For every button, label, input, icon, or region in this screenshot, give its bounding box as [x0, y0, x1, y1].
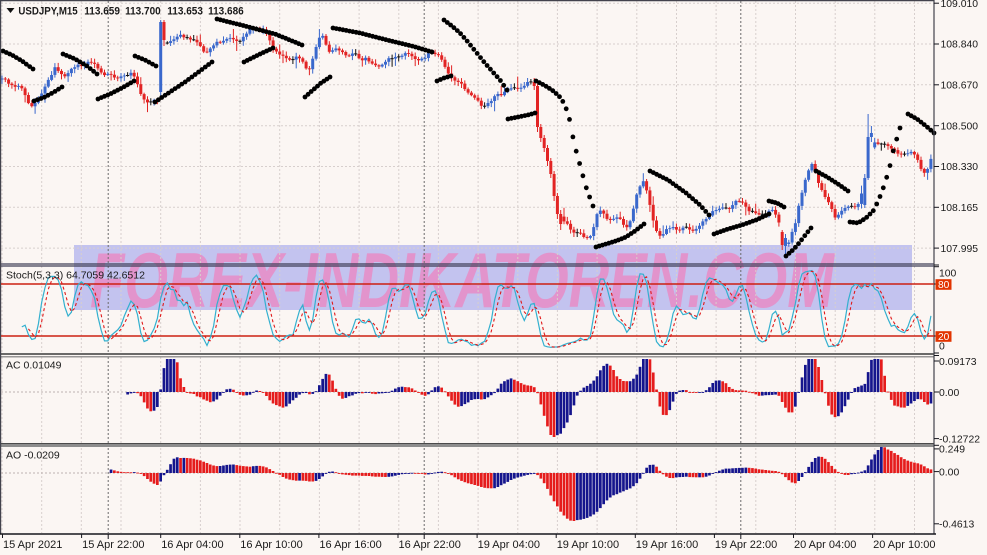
svg-text:19 Apr 22:00: 19 Apr 22:00 — [715, 539, 777, 551]
svg-text:20 Apr 04:00: 20 Apr 04:00 — [794, 539, 856, 551]
svg-text:113.686: 113.686 — [208, 6, 244, 18]
svg-text:20 Apr 10:00: 20 Apr 10:00 — [873, 539, 935, 551]
svg-text:0.00: 0.00 — [939, 467, 959, 478]
svg-text:19 Apr 10:00: 19 Apr 10:00 — [557, 539, 619, 551]
svg-text:FOREX-INDIKATOREN.COM: FOREX-INDIKATOREN.COM — [90, 236, 835, 324]
svg-text:19 Apr 16:00: 19 Apr 16:00 — [636, 539, 698, 551]
svg-text:-0.12722: -0.12722 — [939, 434, 980, 445]
svg-text:15 Apr 2021: 15 Apr 2021 — [3, 539, 62, 551]
svg-text:19 Apr 04:00: 19 Apr 04:00 — [478, 539, 540, 551]
svg-text:15 Apr 22:00: 15 Apr 22:00 — [82, 539, 144, 551]
svg-text:-0.4613: -0.4613 — [939, 520, 974, 531]
svg-text:USDJPY,M15: USDJPY,M15 — [18, 6, 77, 18]
svg-text:113.653: 113.653 — [167, 6, 203, 18]
svg-text:113.700: 113.700 — [125, 6, 161, 18]
svg-text:16 Apr 04:00: 16 Apr 04:00 — [161, 539, 223, 551]
svg-text:16 Apr 16:00: 16 Apr 16:00 — [319, 539, 381, 551]
svg-text:108.670: 108.670 — [941, 81, 979, 92]
svg-text:113.659: 113.659 — [84, 6, 120, 18]
svg-text:20: 20 — [938, 332, 950, 343]
svg-text:AO -0.0209: AO -0.0209 — [6, 450, 60, 462]
svg-text:16 Apr 10:00: 16 Apr 10:00 — [240, 539, 302, 551]
svg-text:AC 0.01049: AC 0.01049 — [6, 360, 62, 372]
svg-text:0.09173: 0.09173 — [939, 357, 977, 368]
svg-text:16 Apr 22:00: 16 Apr 22:00 — [399, 539, 461, 551]
svg-text:109.010: 109.010 — [941, 0, 979, 10]
svg-text:107.995: 107.995 — [941, 244, 979, 255]
svg-text:108.840: 108.840 — [941, 40, 979, 51]
svg-text:100: 100 — [939, 269, 957, 280]
svg-text:108.330: 108.330 — [941, 162, 979, 173]
svg-text:108.500: 108.500 — [941, 121, 979, 132]
svg-text:80: 80 — [938, 280, 950, 291]
svg-text:108.165: 108.165 — [941, 203, 979, 214]
svg-text:0.249: 0.249 — [939, 445, 965, 456]
svg-text:Stoch(5,3,3) 64.7059 42.6512: Stoch(5,3,3) 64.7059 42.6512 — [6, 270, 145, 282]
svg-text:0: 0 — [939, 342, 945, 353]
svg-text:0.00: 0.00 — [939, 388, 959, 399]
